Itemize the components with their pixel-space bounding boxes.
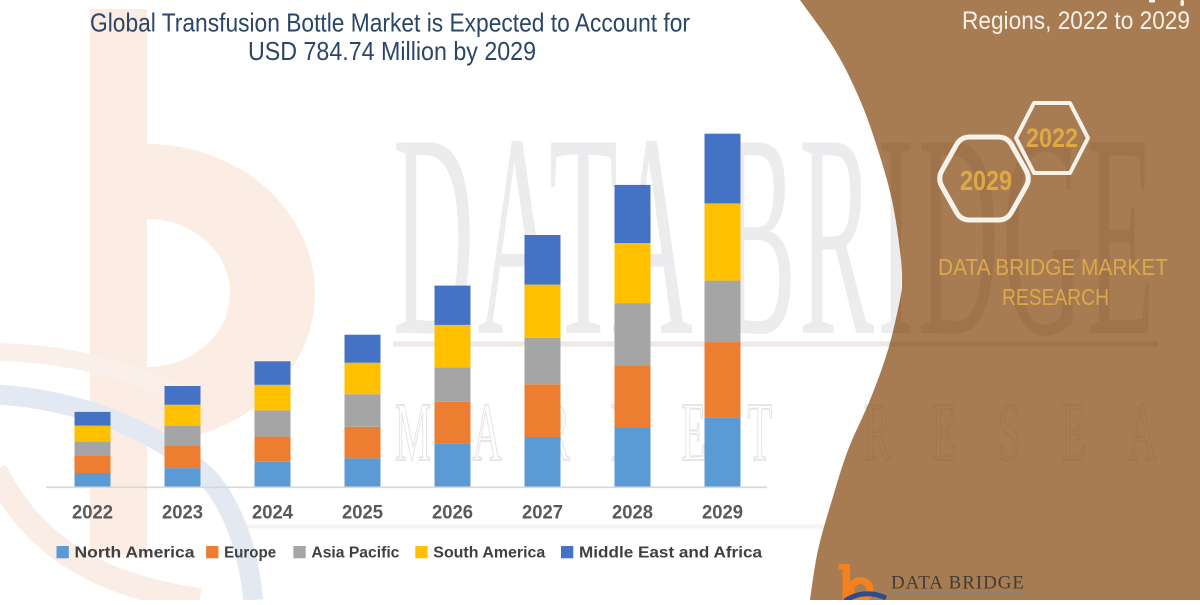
- svg-text:Global Transfusion Bottle Mark: Global Transfusion Bottle Market is Expe…: [90, 8, 690, 38]
- svg-text:North America: North America: [75, 545, 195, 562]
- svg-text:USD 784.74 Million by 2029: USD 784.74 Million by 2029: [248, 36, 536, 66]
- svg-text:2029: 2029: [960, 165, 1012, 196]
- svg-text:Regions, 2022 to 2029: Regions, 2022 to 2029: [962, 7, 1190, 35]
- svg-text:2029: 2029: [702, 502, 743, 524]
- svg-text:Europe: Europe: [224, 545, 276, 562]
- svg-text:DATA BRIDGE: DATA BRIDGE: [891, 573, 1025, 594]
- svg-text:2022: 2022: [72, 502, 113, 524]
- svg-text:2025: 2025: [342, 502, 383, 524]
- svg-text:2024: 2024: [252, 502, 293, 524]
- svg-text:2028: 2028: [612, 502, 653, 524]
- svg-text:Asia Pacific: Asia Pacific: [311, 545, 399, 562]
- svg-text:2026: 2026: [432, 502, 473, 524]
- svg-text:DATA BRIDGE MARKET: DATA BRIDGE MARKET: [938, 254, 1168, 280]
- svg-text:2023: 2023: [162, 502, 203, 524]
- svg-text:2022: 2022: [1026, 123, 1078, 153]
- svg-text:2027: 2027: [522, 502, 563, 524]
- svg-text:RESEARCH: RESEARCH: [1002, 284, 1109, 310]
- svg-text:South America: South America: [433, 545, 545, 562]
- svg-text:Middle East and Africa: Middle East and Africa: [579, 545, 762, 562]
